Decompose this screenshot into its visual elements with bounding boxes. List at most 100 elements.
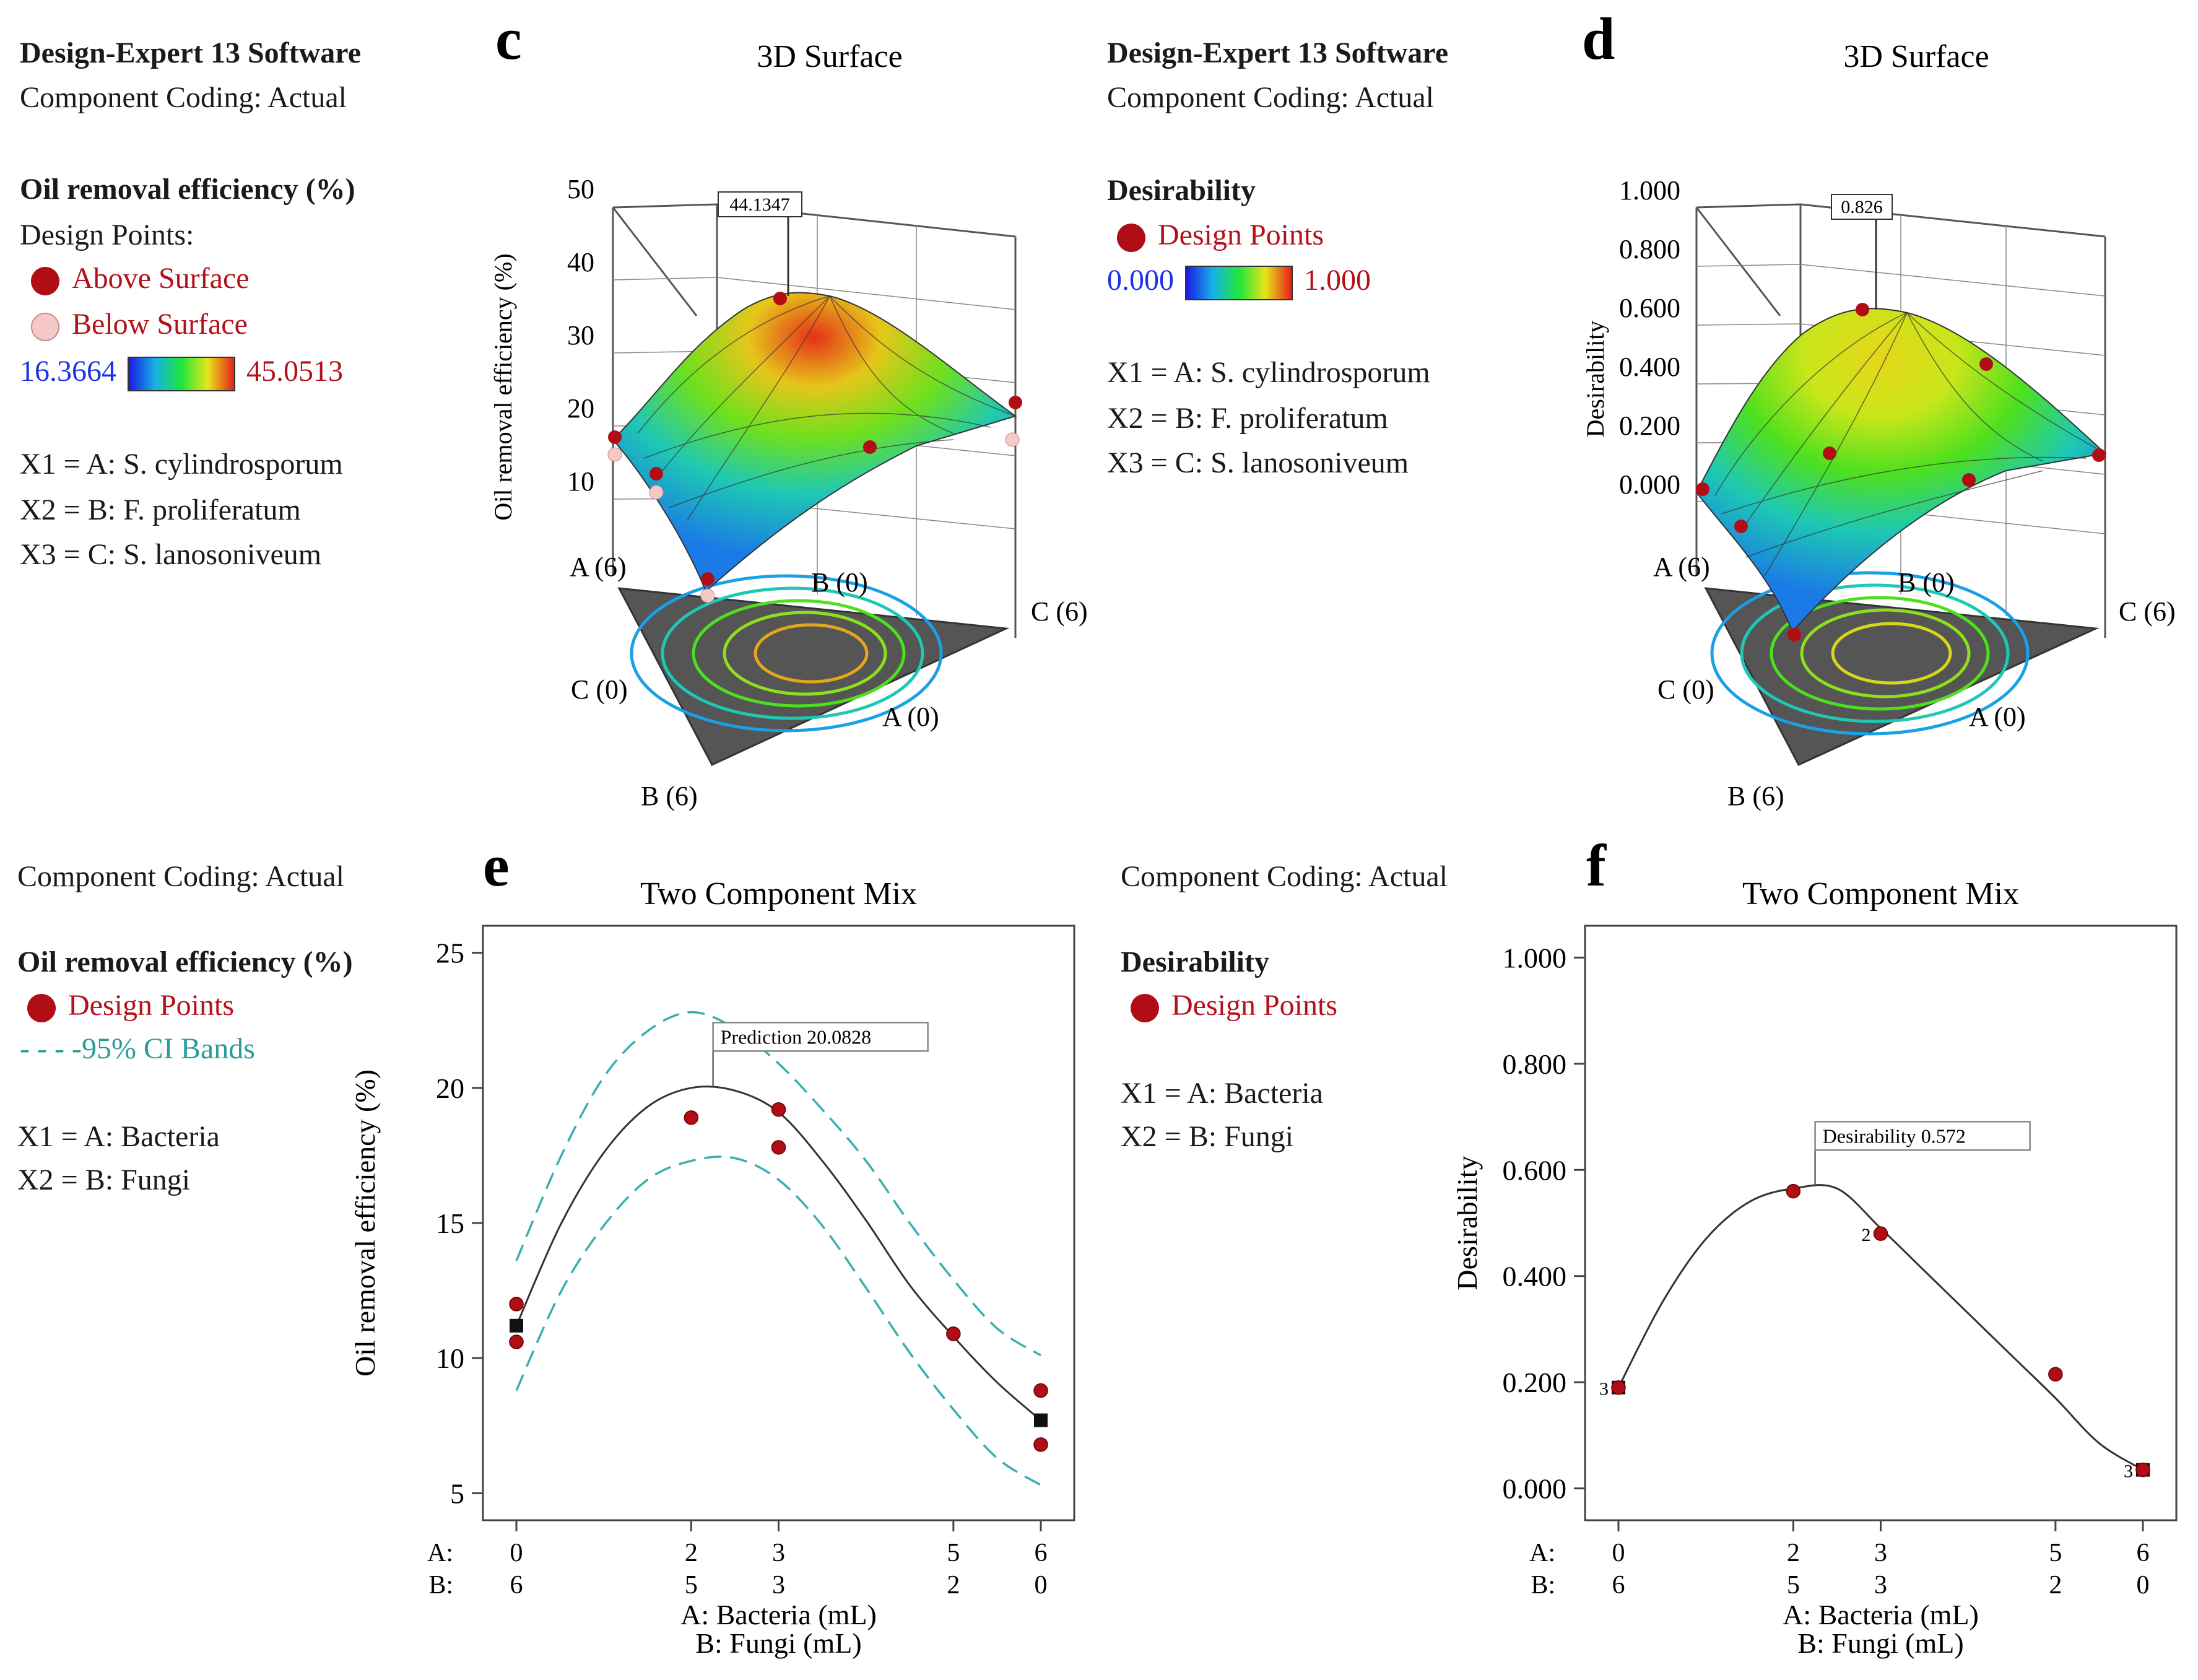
z-tick-c: 10	[567, 466, 594, 497]
y-tick-label: 15	[436, 1208, 464, 1239]
y-tick-label: 1.000	[1503, 942, 1567, 973]
factor-x1-d: X1 = A: S. cylindrosporum	[1107, 356, 1430, 389]
design-point-below	[1005, 432, 1020, 447]
z-tick-c: 50	[567, 174, 594, 204]
factor-x3-d: X3 = C: S. lanosoniveum	[1107, 446, 1409, 479]
flag-box-c	[718, 191, 802, 217]
factor-x1-e: X1 = A: Bacteria	[17, 1120, 220, 1153]
x-row-prefix-a: A:	[1529, 1539, 1555, 1567]
vertex-label: B (6)	[1727, 781, 1784, 811]
factor-x2-f: X2 = B: Fungi	[1121, 1120, 1294, 1153]
z-axis-label-c: Oil removal efficiency (%)	[489, 253, 517, 520]
x-tick-label-b: 0	[1035, 1571, 1048, 1599]
design-point-marker-f	[1131, 993, 1159, 1022]
design-point	[1033, 1437, 1048, 1452]
y-axis-label: Desirability	[1451, 1156, 1483, 1290]
design-point	[1611, 1380, 1626, 1395]
design-point	[2135, 1462, 2150, 1478]
y-tick-label: 0.800	[1503, 1048, 1567, 1080]
legend-design-points-e: Design Points	[27, 988, 234, 1022]
z-tick-d: 0.400	[1619, 352, 1680, 382]
y-axis-label: Oil removal efficiency (%)	[349, 1069, 381, 1377]
legend-above-surface: Above Surface	[31, 261, 250, 295]
scale-max-d: 1.000	[1304, 264, 1371, 297]
point-count-label: 3	[1599, 1379, 1609, 1399]
above-surface-marker	[31, 266, 59, 295]
y-tick-label: 0.000	[1503, 1473, 1567, 1505]
design-point	[1786, 1183, 1801, 1199]
x-axis-label-2: B: Fungi (mL)	[695, 1627, 861, 1659]
factor-x3-c: X3 = C: S. lanosoniveum	[20, 538, 322, 571]
x-tick-label-b: 3	[1874, 1571, 1887, 1599]
response-title-d: Desirability	[1107, 174, 1256, 207]
x-tick-label-b: 2	[947, 1571, 960, 1599]
colorbar-c	[128, 356, 235, 391]
x-tick-label-b: 5	[1787, 1571, 1800, 1599]
flag-box	[712, 1022, 929, 1052]
y-tick-label: 0.400	[1503, 1261, 1567, 1292]
x-tick-label-a: 0	[510, 1539, 523, 1567]
x-tick-label-b: 2	[2049, 1571, 2062, 1599]
factor-x2-e: X2 = B: Fungi	[17, 1164, 191, 1196]
vertex-label: C (0)	[1657, 674, 1714, 705]
design-point	[1696, 482, 1709, 496]
software-title-c: Design-Expert 13 Software	[20, 37, 362, 69]
z-tick-c: 40	[567, 247, 594, 277]
legend-design-points-d: Design Points	[1117, 218, 1324, 252]
chart-title-c: 3D Surface	[757, 39, 902, 74]
factor-x2-d: X2 = B: F. proliferatum	[1107, 402, 1388, 435]
x-tick-label-a: 3	[772, 1539, 785, 1567]
x-tick-label-b: 6	[510, 1571, 523, 1599]
z-tick-c: 30	[567, 320, 594, 350]
point-count-label: 3	[2124, 1461, 2133, 1482]
y-tick-label: 20	[436, 1073, 464, 1104]
response-title-f: Desirability	[1121, 946, 1269, 978]
software-title-d: Design-Expert 13 Software	[1107, 37, 1449, 69]
factor-x2-c: X2 = B: F. proliferatum	[20, 494, 301, 526]
ci-band-lower	[515, 1156, 1041, 1486]
coding-label-d: Component Coding: Actual	[1107, 81, 1434, 114]
contours-d	[1710, 571, 2030, 736]
below-surface-marker	[31, 312, 59, 341]
design-point-marker-d	[1117, 223, 1145, 252]
panel-letter-f: f	[1586, 832, 1607, 899]
x-tick-label-a: 6	[1035, 1539, 1048, 1567]
contours-c	[630, 574, 943, 733]
panel-letter-e: e	[483, 832, 510, 899]
flag-value-c: 44.1347	[729, 194, 790, 215]
flag-label: Desirability 0.572	[1823, 1125, 1966, 1147]
scale-min-c: 16.3664	[20, 355, 116, 388]
y-tick-label: 10	[436, 1343, 464, 1374]
y-tick-label: 0.600	[1503, 1154, 1567, 1186]
response-title-e: Oil removal efficiency (%)	[17, 946, 353, 978]
z-tick-d: 0.600	[1619, 293, 1680, 323]
design-point	[771, 1102, 786, 1117]
design-point-above	[649, 467, 663, 481]
x-tick-label-a: 2	[685, 1539, 698, 1567]
z-tick-d: 0.200	[1619, 411, 1680, 441]
vertex-label: A (0)	[1969, 702, 2026, 732]
x-tick-label-a: 0	[1612, 1539, 1625, 1567]
scale-min-d: 0.000	[1107, 264, 1174, 297]
vertex-label: B (6)	[641, 781, 698, 811]
vertex-label: C (6)	[2119, 596, 2176, 627]
design-point	[1856, 303, 1869, 316]
center-marker	[1034, 1413, 1048, 1427]
vertex-label: A (6)	[1653, 552, 1710, 582]
design-point	[684, 1110, 699, 1125]
legend-design-points-f: Design Points	[1131, 988, 1337, 1022]
colorbar-d	[1185, 265, 1293, 300]
x-row-prefix-b: B:	[428, 1571, 453, 1599]
surface-3d-d: d 3D Surface 1.000 0.800 0.600 0.400 0.2…	[1581, 6, 2176, 811]
x-tick-label-a: 3	[1874, 1539, 1887, 1567]
color-scale-d: 0.000 1.000	[1107, 263, 1371, 300]
design-points-c	[607, 292, 1022, 603]
design-points-label-c: Design Points:	[20, 219, 194, 251]
panel-letter-d: d	[1582, 6, 1615, 72]
x-axis-label: A: Bacteria (mL)	[1783, 1599, 1979, 1630]
z-tick-d: 0.000	[1619, 469, 1680, 500]
design-point-below	[649, 485, 664, 500]
chart-title-d: 3D Surface	[1843, 39, 1989, 74]
design-point-above	[701, 572, 715, 586]
